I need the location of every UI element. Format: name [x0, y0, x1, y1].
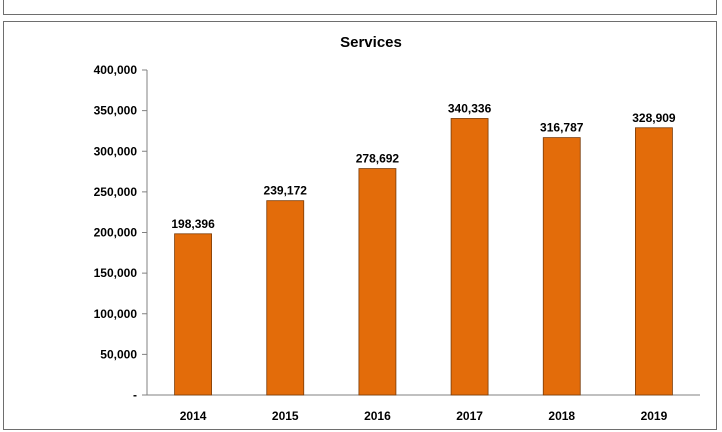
bar-2018 [542, 137, 581, 396]
data-label-2018: 316,787 [540, 121, 584, 135]
bar-2019 [635, 127, 673, 396]
y-tick-label: 250,000 [94, 185, 138, 199]
chart-title: Services [340, 34, 402, 51]
bars [174, 118, 673, 396]
x-tick-label: 2018 [548, 409, 575, 423]
x-tick-label: 2017 [456, 409, 483, 423]
bar-2015 [266, 200, 305, 396]
x-axis: 2014 2015 2016 2017 2018 2019 [147, 394, 700, 423]
y-axis: - 50,000 100,000 150,000 200,000 250,000 300,0… [94, 63, 148, 402]
data-label-2016: 278,692 [356, 152, 400, 166]
x-tick-label: 2019 [641, 409, 668, 423]
y-tick-label: 300,000 [94, 144, 138, 158]
bar-2016 [358, 168, 397, 396]
y-tick-label: 400,000 [94, 63, 138, 77]
data-label-2017: 340,336 [448, 101, 492, 115]
y-tick-label: 350,000 [94, 104, 138, 118]
y-tick-label: 50,000 [100, 347, 137, 361]
x-tick-label: 2015 [272, 409, 299, 423]
bar-2014 [174, 233, 212, 396]
y-tick-label: 200,000 [94, 226, 138, 240]
y-tick-label: 150,000 [94, 266, 138, 280]
data-label-2015: 239,172 [264, 184, 308, 198]
y-tick-label: 100,000 [94, 307, 138, 321]
bar-2017 [450, 118, 489, 396]
data-labels: 198,396 239,172 278,692 340,336 316,787 328,9… [171, 101, 676, 230]
x-tick-label: 2014 [180, 409, 207, 423]
data-label-2019: 328,909 [632, 111, 676, 125]
y-tick-label: - [133, 388, 137, 402]
x-tick-label: 2016 [364, 409, 391, 423]
top-panel-frame [3, 0, 717, 15]
data-label-2014: 198,396 [171, 217, 215, 231]
